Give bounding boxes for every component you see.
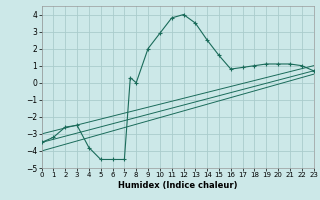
X-axis label: Humidex (Indice chaleur): Humidex (Indice chaleur) — [118, 181, 237, 190]
